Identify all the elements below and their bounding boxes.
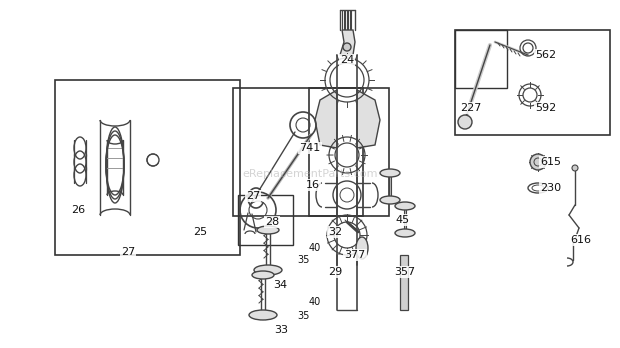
Polygon shape xyxy=(340,30,355,55)
Ellipse shape xyxy=(395,202,415,210)
Text: 616: 616 xyxy=(570,235,591,245)
Bar xyxy=(400,255,408,310)
Ellipse shape xyxy=(356,237,368,259)
Bar xyxy=(55,80,240,255)
Text: 35: 35 xyxy=(297,311,309,321)
Bar xyxy=(238,195,293,245)
Ellipse shape xyxy=(380,196,400,204)
Text: 40: 40 xyxy=(309,297,321,307)
Text: 227: 227 xyxy=(460,103,482,113)
Text: 377: 377 xyxy=(344,250,366,260)
Circle shape xyxy=(458,115,472,129)
Text: 24: 24 xyxy=(340,55,354,65)
Text: 29: 29 xyxy=(328,267,342,277)
Text: 615: 615 xyxy=(541,157,562,167)
Text: 741: 741 xyxy=(299,143,321,153)
Text: eReplacementParts.com: eReplacementParts.com xyxy=(242,169,378,179)
Text: 357: 357 xyxy=(394,267,415,277)
Ellipse shape xyxy=(252,271,274,279)
Text: 592: 592 xyxy=(536,103,557,113)
Text: 34: 34 xyxy=(273,280,287,290)
Circle shape xyxy=(343,43,351,51)
Text: 32: 32 xyxy=(328,227,342,237)
Text: 45: 45 xyxy=(395,215,409,225)
Bar xyxy=(233,88,363,216)
Bar xyxy=(455,30,507,88)
Circle shape xyxy=(572,165,578,171)
Ellipse shape xyxy=(395,229,415,237)
Bar xyxy=(455,30,610,135)
Ellipse shape xyxy=(380,169,400,177)
Text: 35: 35 xyxy=(297,255,309,265)
Text: 26: 26 xyxy=(71,205,85,215)
Text: 27: 27 xyxy=(246,191,260,201)
Text: 28: 28 xyxy=(265,217,279,227)
Circle shape xyxy=(530,154,546,170)
Ellipse shape xyxy=(249,310,277,320)
Ellipse shape xyxy=(254,265,282,275)
Polygon shape xyxy=(315,90,337,148)
Polygon shape xyxy=(357,90,380,148)
Text: 40: 40 xyxy=(309,243,321,253)
Text: 16: 16 xyxy=(306,180,320,190)
Text: 33: 33 xyxy=(274,325,288,335)
Ellipse shape xyxy=(257,226,279,234)
Text: 230: 230 xyxy=(541,183,562,193)
Bar xyxy=(309,88,389,216)
Text: 27: 27 xyxy=(121,247,135,257)
Text: 562: 562 xyxy=(536,50,557,60)
Text: 25: 25 xyxy=(193,227,207,237)
